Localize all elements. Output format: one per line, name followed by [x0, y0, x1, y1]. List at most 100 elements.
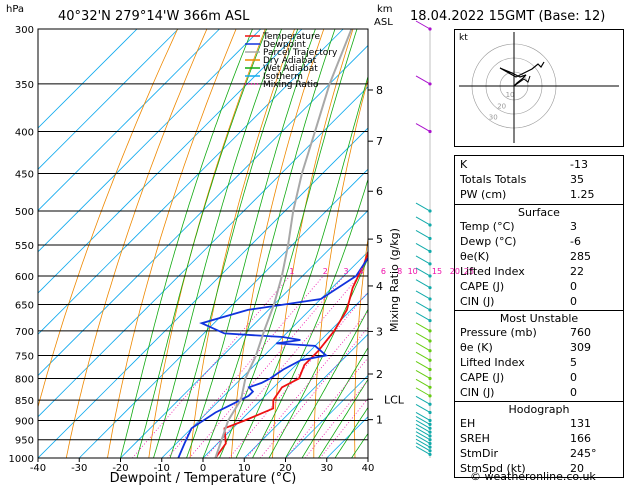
wind-barb-point: [428, 297, 432, 301]
wind-barb: [415, 322, 431, 332]
wind-barb: [415, 75, 431, 85]
copyright-footer[interactable]: © weatheronline.co.uk: [470, 470, 596, 483]
series-temperature: [214, 249, 368, 458]
pressure-tick-label: 800: [15, 374, 34, 385]
wind-barb: [415, 290, 431, 300]
x-tick-label: 30: [320, 463, 333, 474]
wind-barb-point: [428, 249, 432, 253]
pressure-tick-label: 600: [15, 272, 34, 283]
mixing-ratio-value-label: 25: [464, 267, 474, 276]
x-tick-label: -20: [112, 463, 128, 474]
hodograph-motion-arrow: [513, 75, 531, 87]
mixing-ratio-line: [285, 357, 368, 458]
pressure-tick-label: 450: [15, 169, 34, 180]
wind-barb-point: [428, 434, 432, 438]
wind-barb-point: [428, 422, 432, 426]
wind-barb-point: [428, 358, 432, 362]
mixing-ratio-line: [259, 326, 368, 458]
pressure-tick-label: 300: [15, 25, 34, 36]
mixing-ratio-value-label: 3: [343, 267, 348, 276]
indices-panel: K -13 Totals Totals 35 PW (cm) 1.25 Surface…: [454, 155, 624, 478]
height-tick-label: 1: [376, 414, 383, 427]
most-unstable-row: Pressure (mb) 760: [460, 326, 591, 339]
isotherm-line: [38, 29, 220, 212]
wind-barb: [415, 202, 431, 212]
isotherm-line: [285, 374, 368, 458]
hodograph-row: EH 131: [460, 417, 591, 430]
wind-barb-point: [428, 209, 432, 213]
wind-barb-point: [428, 274, 432, 278]
wet-adiabat-line: [285, 308, 368, 458]
wind-barb: [415, 387, 431, 397]
wind-barb: [415, 423, 431, 433]
mixing-ratio-value-label: 4: [359, 267, 364, 276]
legend-entry: Temperature: [262, 32, 320, 42]
height-tick-label: 4: [376, 280, 383, 293]
pressure-tick-label: 550: [15, 241, 34, 252]
mixing-ratio-line: [246, 311, 368, 458]
surface-title: Surface: [518, 206, 560, 219]
x-tick-label: -10: [154, 463, 170, 474]
hodograph-ring-label: 10: [506, 91, 515, 99]
hodograph-row: StmSpd (kt) 20: [460, 462, 584, 475]
wind-barb-point: [428, 394, 432, 398]
mixing-ratio-line: [205, 275, 360, 458]
most-unstable-row: Lifted Index 5: [460, 356, 577, 369]
wind-barb: [415, 332, 431, 342]
wind-barb: [415, 412, 431, 421]
hodograph-unit-label: kt: [459, 33, 468, 43]
wind-barb: [415, 378, 431, 388]
isotherm-line: [243, 333, 368, 458]
mixing-ratio-value-label: 10: [408, 267, 418, 276]
height-tick-label: 2: [376, 368, 383, 381]
x-tick-label: 10: [238, 463, 251, 474]
isotherm-line: [38, 29, 262, 253]
wind-barb-point: [428, 376, 432, 381]
isotherm-line: [161, 251, 368, 458]
wind-barb-point: [428, 308, 432, 312]
wind-barb-point: [428, 129, 432, 134]
index-row: K -13: [460, 158, 588, 171]
mixing-ratio-value-label: 15: [432, 267, 442, 276]
dry-adiabat-line: [313, 78, 368, 458]
wind-barb: [415, 230, 431, 239]
pressure-tick-label: 400: [15, 128, 34, 139]
basic-indices-box: K -13 Totals Totals 35 PW (cm) 1.25: [454, 155, 624, 205]
pressure-tick-label: 850: [15, 396, 34, 407]
x-tick-label: 0: [200, 463, 206, 474]
wind-barb: [415, 351, 431, 361]
wind-barb-point: [428, 445, 432, 449]
wind-barb: [415, 312, 431, 322]
index-row: PW (cm) 1.25: [460, 188, 595, 201]
height-tick-label: 8: [376, 84, 383, 97]
pressure-tick-label: 700: [15, 327, 34, 338]
wind-barb-point: [428, 329, 432, 333]
wind-barb-point: [428, 262, 432, 266]
series-parcel-trajectory: [214, 29, 353, 458]
wind-barb: [415, 435, 431, 444]
hodograph-row: SREH 166: [460, 432, 591, 445]
pressure-tick-label: 750: [15, 351, 34, 362]
hodograph-row: StmDir 245°: [460, 447, 597, 460]
most-unstable-title: Most Unstable: [499, 312, 579, 325]
wind-barb: [415, 419, 431, 429]
hodograph-box: Hodograph EH 131 SREH 166 StmDir 245° StmSp…: [454, 402, 624, 478]
x-tick-label: 20: [279, 463, 292, 474]
legend-entry: Mixing Ratio: [263, 80, 319, 90]
pressure-tick-label: 650: [15, 301, 34, 312]
wind-barb-point: [428, 441, 432, 446]
wind-barb: [415, 255, 431, 265]
legend-entry: Isotherm: [263, 72, 303, 82]
x-tick-label: 40: [362, 463, 375, 474]
height-tick-label: 7: [376, 135, 383, 148]
x-axis-label: Dewpoint / Temperature (°C): [110, 471, 297, 486]
wet-adiabat-line: [153, 29, 282, 458]
dry-adiabat-line: [148, 29, 266, 458]
mixing-ratio-value-label: 1: [289, 267, 294, 276]
wind-barb: [415, 395, 431, 405]
wind-barb-point: [428, 339, 432, 343]
wind-barb: [415, 242, 431, 252]
x-tick-label: -40: [30, 463, 46, 474]
